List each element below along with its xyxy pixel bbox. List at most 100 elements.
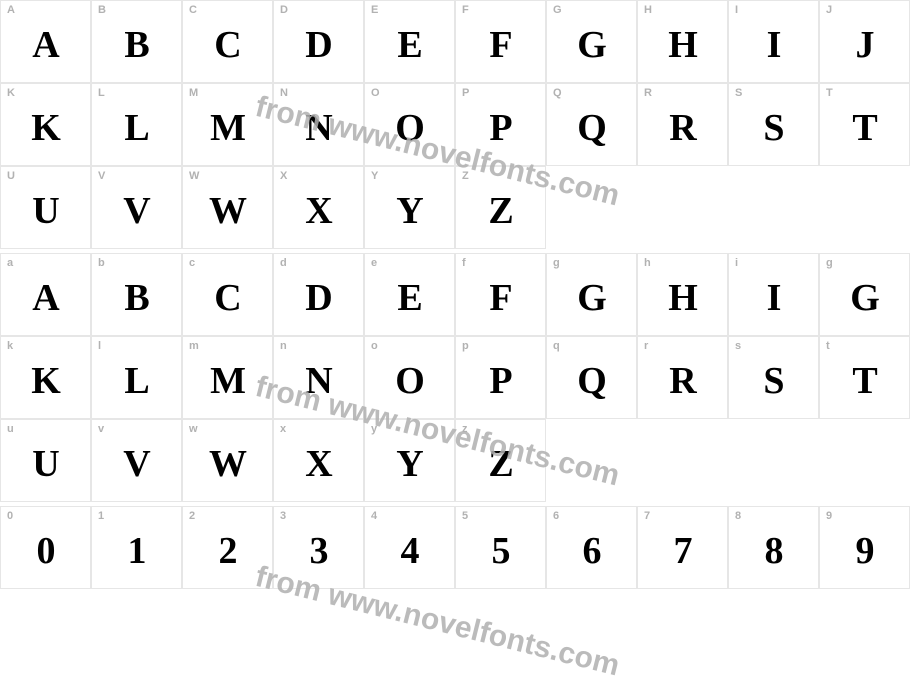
character-key: 3: [280, 511, 286, 522]
character-glyph: 4: [401, 532, 419, 570]
character-glyph: Y: [396, 445, 422, 483]
character-cell: 66: [546, 506, 637, 589]
character-key: o: [371, 341, 378, 352]
character-key: z: [462, 424, 468, 435]
character-cell: II: [728, 0, 819, 83]
character-cell: TT: [819, 83, 910, 166]
character-key: M: [189, 88, 198, 99]
character-key: r: [644, 341, 648, 352]
character-key: 4: [371, 511, 377, 522]
character-glyph: G: [577, 26, 606, 64]
character-cell: DD: [273, 0, 364, 83]
character-key: q: [553, 341, 560, 352]
character-glyph: 0: [37, 532, 55, 570]
character-cell: wW: [182, 419, 273, 502]
character-cell: 88: [728, 506, 819, 589]
character-glyph: U: [32, 445, 58, 483]
character-cell: nN: [273, 336, 364, 419]
character-key: N: [280, 88, 288, 99]
character-key: w: [189, 424, 198, 435]
character-key: J: [826, 5, 832, 16]
character-key: Q: [553, 88, 562, 99]
character-cell: AA: [0, 0, 91, 83]
character-key: 0: [7, 511, 13, 522]
character-glyph: A: [32, 279, 58, 317]
character-cell: 44: [364, 506, 455, 589]
character-glyph: Z: [488, 192, 512, 230]
character-glyph: V: [123, 192, 149, 230]
character-glyph: S: [763, 362, 783, 400]
character-glyph: E: [397, 279, 421, 317]
character-cell: SS: [728, 83, 819, 166]
character-cell: RR: [637, 83, 728, 166]
character-row: AABBCCDDEEFFGGHHIIJJ: [0, 0, 911, 83]
font-character-map: AABBCCDDEEFFGGHHIIJJKKLLMMNNOOPPQQRRSSTT…: [0, 0, 911, 589]
character-key: b: [98, 258, 105, 269]
character-glyph: P: [489, 109, 511, 147]
character-key: H: [644, 5, 652, 16]
character-row: aAbBcCdDeEfFgGhHiIgG: [0, 253, 911, 336]
character-cell: oO: [364, 336, 455, 419]
character-cell: ZZ: [455, 166, 546, 249]
character-glyph: T: [852, 362, 876, 400]
character-cell: mM: [182, 336, 273, 419]
character-glyph: M: [210, 362, 245, 400]
character-glyph: V: [123, 445, 149, 483]
character-cell: LL: [91, 83, 182, 166]
character-cell: 33: [273, 506, 364, 589]
character-cell: KK: [0, 83, 91, 166]
character-cell: 77: [637, 506, 728, 589]
character-cell: OO: [364, 83, 455, 166]
character-key: x: [280, 424, 286, 435]
character-cell: gG: [546, 253, 637, 336]
character-cell: YY: [364, 166, 455, 249]
character-cell: tT: [819, 336, 910, 419]
character-glyph: B: [124, 279, 148, 317]
character-glyph: Y: [396, 192, 422, 230]
character-cell: cC: [182, 253, 273, 336]
character-glyph: 7: [674, 532, 692, 570]
character-cell: dD: [273, 253, 364, 336]
character-cell: aA: [0, 253, 91, 336]
character-glyph: X: [305, 445, 331, 483]
character-glyph: 8: [765, 532, 783, 570]
character-glyph: O: [395, 109, 424, 147]
character-glyph: A: [32, 26, 58, 64]
character-glyph: B: [124, 26, 148, 64]
character-row: kKlLmMnNoOpPqQrRsStT: [0, 336, 911, 419]
character-key: E: [371, 5, 378, 16]
character-key: A: [7, 5, 15, 16]
character-key: V: [98, 171, 105, 182]
character-glyph: H: [668, 279, 697, 317]
character-key: a: [7, 258, 13, 269]
character-key: Z: [462, 171, 469, 182]
character-key: F: [462, 5, 469, 16]
character-glyph: Q: [577, 109, 606, 147]
character-key: C: [189, 5, 197, 16]
character-glyph: J: [856, 26, 874, 64]
character-row: uUvVwWxXyYzZ: [0, 419, 911, 502]
character-glyph: 5: [492, 532, 510, 570]
character-glyph: F: [489, 26, 511, 64]
character-cell: yY: [364, 419, 455, 502]
character-glyph: W: [209, 192, 246, 230]
character-cell: hH: [637, 253, 728, 336]
character-cell: QQ: [546, 83, 637, 166]
character-key: p: [462, 341, 469, 352]
character-cell: kK: [0, 336, 91, 419]
character-glyph: K: [31, 362, 60, 400]
character-cell: FF: [455, 0, 546, 83]
character-glyph: M: [210, 109, 245, 147]
character-glyph: 6: [583, 532, 601, 570]
character-glyph: P: [489, 362, 511, 400]
character-key: 7: [644, 511, 650, 522]
character-glyph: R: [669, 362, 695, 400]
character-cell: BB: [91, 0, 182, 83]
character-glyph: I: [767, 279, 781, 317]
character-key: I: [735, 5, 738, 16]
character-cell: 11: [91, 506, 182, 589]
character-cell: eE: [364, 253, 455, 336]
character-glyph: W: [209, 445, 246, 483]
character-glyph: G: [850, 279, 879, 317]
character-glyph: R: [669, 109, 695, 147]
